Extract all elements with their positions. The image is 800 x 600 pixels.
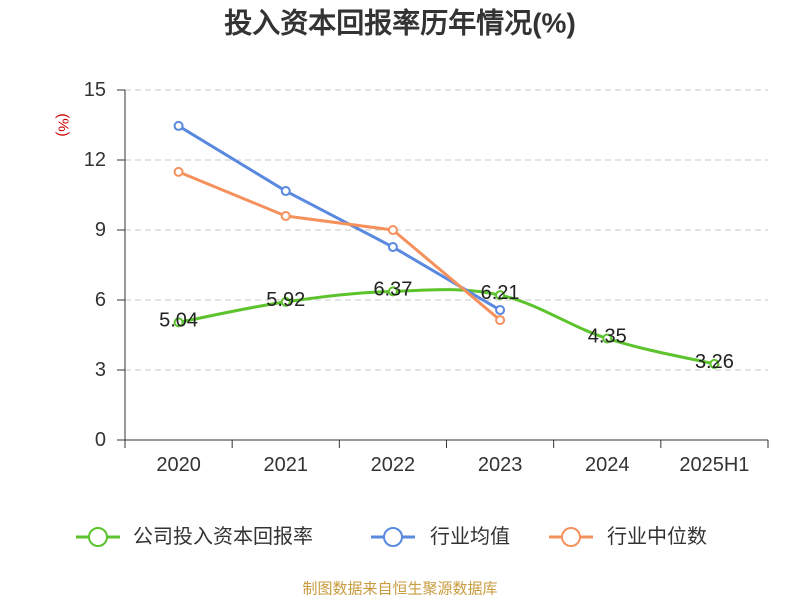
data-point (280, 186, 291, 197)
series-line-2 (177, 170, 502, 322)
legend-label: 行业中位数 (607, 525, 707, 548)
legend-circle-icon (383, 527, 403, 547)
legend-circle-icon (88, 527, 108, 547)
series-line-0 (177, 288, 716, 366)
series-line-1 (177, 124, 502, 312)
y-axis-unit-label: (%) (55, 113, 72, 136)
data-label: 5.04 (159, 309, 198, 331)
y-tick-label: 3 (95, 359, 106, 381)
axes: 0 3 6 9 12 15 2020 2021 2022 2023 2024 2025H1 (84, 79, 769, 476)
legend-item-company-roic[interactable]: 公司投入资本回报率 (76, 525, 313, 548)
y-tick-label: 6 (95, 289, 106, 311)
chart-title: 投入资本回报率历年情况(%) (224, 7, 576, 39)
source-footer: 制图数据来自恒生聚源数据库 (302, 581, 497, 598)
data-point (173, 120, 184, 131)
x-tick-label: 2020 (156, 454, 201, 476)
x-tick-label: 2022 (371, 454, 416, 476)
data-point (602, 333, 613, 344)
legend-label: 公司投入资本回报率 (133, 525, 313, 548)
legend-circle-icon (561, 527, 581, 547)
data-labels-layer: 5.04 5.92 6.37 6.21 4.35 3.26 (159, 278, 734, 373)
data-point (495, 305, 506, 316)
data-label: 6.21 (481, 282, 520, 304)
data-point (387, 225, 398, 235)
data-point (709, 358, 720, 369)
data-point (280, 211, 291, 221)
data-point (280, 296, 291, 307)
series-layer (173, 120, 720, 369)
y-tick-label: 9 (95, 219, 106, 241)
data-point (495, 315, 506, 326)
data-label: 4.35 (588, 326, 627, 348)
x-tick-label: 2024 (585, 454, 630, 476)
x-tick-label: 2025H1 (679, 454, 749, 476)
y-tick-label: 15 (84, 79, 106, 101)
data-point (495, 290, 506, 301)
data-point (173, 166, 184, 177)
gridlines (125, 89, 768, 371)
legend: 公司投入资本回报率 行业均值 行业中位数 (76, 525, 707, 548)
legend-item-industry-median[interactable]: 行业中位数 (549, 525, 707, 548)
y-tick-label: 12 (84, 149, 106, 171)
data-label: 6.37 (373, 278, 412, 300)
data-label: 3.26 (695, 351, 734, 373)
data-point (387, 286, 398, 297)
y-tick-label: 0 (95, 429, 106, 451)
data-label: 5.92 (266, 289, 305, 311)
x-tick-label: 2023 (478, 454, 523, 476)
data-point (387, 242, 398, 253)
data-point (173, 317, 184, 328)
legend-item-industry-mean[interactable]: 行业均值 (371, 525, 510, 548)
legend-label: 行业均值 (430, 525, 510, 548)
x-tick-label: 2021 (264, 454, 309, 476)
